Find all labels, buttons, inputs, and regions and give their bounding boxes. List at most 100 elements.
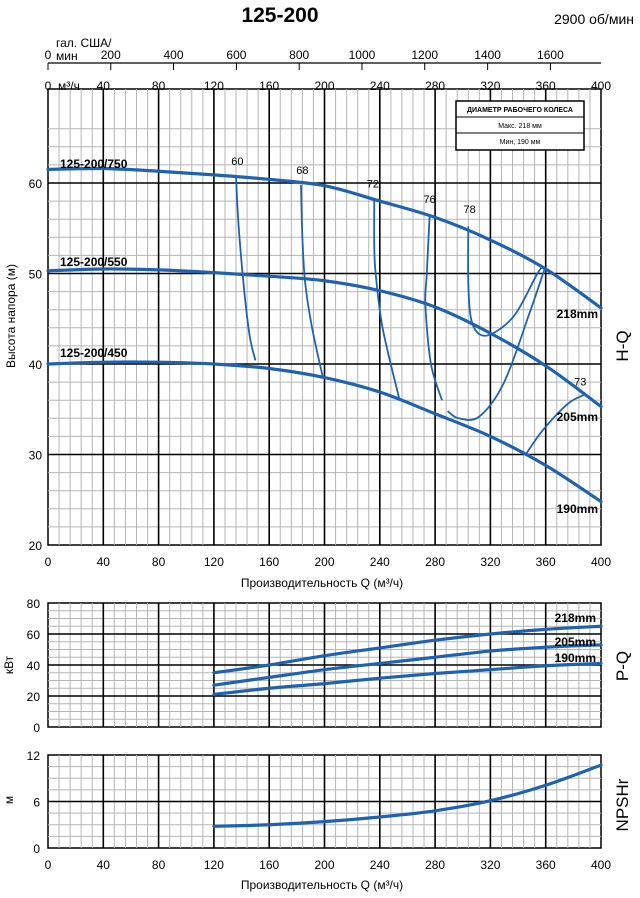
us-tick-label: 1200 [411, 48, 438, 62]
top-xtick-label: 0 [45, 79, 52, 93]
hq-xlabel: Производительность Q (м³/ч) [241, 576, 403, 590]
npsh-xlabel: Производительность Q (м³/ч) [241, 878, 403, 892]
speed-label: 2900 об/мин [554, 11, 634, 27]
efficiency-label: 60 [231, 156, 243, 168]
us-unit-label: гал. США/ [56, 36, 112, 50]
efficiency-curve-60 [235, 177, 257, 361]
curve-hq-190mm [46, 360, 603, 504]
npsh-side-label: NPSHr [613, 778, 632, 831]
us-tick-label: 1400 [474, 48, 501, 62]
hq-xtick-label: 40 [97, 555, 111, 569]
ytick-label: 60 [27, 628, 41, 642]
efficiency-curve-72 [373, 198, 401, 399]
ytick-label: 40 [27, 659, 41, 673]
ytick-label: 0 [33, 842, 40, 856]
impeller-box-title: ДИАМЕТР РАБОЧЕГО КОЛЕСА [467, 107, 573, 114]
us-tick-label: 400 [164, 48, 184, 62]
npsh-xtick-label: 200 [314, 858, 334, 872]
top-xtick-label: 240 [370, 79, 390, 93]
hq-diameter-label: 218mm [557, 307, 598, 321]
top-xtick-label: 120 [204, 79, 224, 93]
us-tick-label: 0 [45, 48, 52, 62]
us-tick-label: 800 [289, 48, 309, 62]
hq-ylabel: Высота напора (м) [4, 264, 18, 368]
npsh-xtick-label: 320 [480, 858, 500, 872]
hq-ytick-label: 30 [29, 449, 43, 463]
model-label: 125-200/750 [60, 157, 128, 171]
efficiency-label: 78 [464, 204, 476, 216]
efficiency-label: 73 [574, 377, 586, 389]
pq-side-label: P-Q [613, 651, 632, 681]
us-tick-label: 200 [101, 48, 121, 62]
curve-pq-205mm [212, 643, 603, 687]
npsh-xtick-label: 160 [259, 858, 279, 872]
npsh-xtick-label: 80 [152, 858, 166, 872]
us-tick-label: 1600 [537, 48, 564, 62]
efficiency-label: 76 [423, 194, 435, 206]
hq-ytick-label: 40 [29, 358, 43, 372]
model-label: 125-200/450 [60, 346, 128, 360]
us-tick-label: 1000 [349, 48, 376, 62]
hq-diameter-label: 190mm [557, 502, 598, 516]
top-xtick-label: 80 [152, 79, 166, 93]
efficiency-curve-78 [467, 226, 544, 337]
hq-xtick-label: 200 [314, 555, 334, 569]
hq-diameter-label: 205mm [557, 410, 598, 424]
npsh-xtick-label: 360 [536, 858, 556, 872]
top-xtick-label: 320 [480, 79, 500, 93]
npsh-xtick-label: 240 [370, 858, 390, 872]
us-tick-label: 600 [226, 48, 246, 62]
m3h-unit-label: м³/ч [58, 79, 80, 93]
top-xtick-label: 40 [97, 79, 111, 93]
pq-diameter-label: 218mm [555, 611, 596, 625]
hq-ytick-label: 50 [29, 268, 43, 282]
model-label: 125-200/550 [60, 255, 128, 269]
curve-pq-218mm [212, 624, 603, 675]
hq-ytick-label: 20 [29, 539, 43, 553]
hq-side-label: H-Q [613, 330, 632, 361]
pq-grid: 0 20 40 60 80 [27, 597, 602, 735]
top-xtick-label: 360 [536, 79, 556, 93]
ytick-label: 12 [27, 749, 41, 763]
npsh-ylabel: м [2, 796, 16, 804]
ytick-label: 0 [33, 721, 40, 735]
hq-xtick-label: 120 [204, 555, 224, 569]
efficiency-label: 72 [367, 179, 379, 191]
curve-hq-218mm [46, 166, 603, 310]
npsh-xtick-label: 40 [97, 858, 111, 872]
pq-diameter-label: 190mm [555, 651, 596, 665]
pq-diameter-label: 205mm [555, 635, 596, 649]
npsh-xtick-label: 280 [425, 858, 445, 872]
hq-xtick-label: 360 [536, 555, 556, 569]
npsh-xtick-label: 400 [591, 858, 611, 872]
hq-xtick-label: 280 [425, 555, 445, 569]
chart-title: 125-200 [241, 4, 318, 27]
top-xtick-label: 280 [425, 79, 445, 93]
hq-xtick-label: 320 [480, 555, 500, 569]
top-xtick-label: 200 [314, 79, 334, 93]
efficiency-curve-73 [446, 269, 546, 421]
hq-xtick-label: 80 [152, 555, 166, 569]
impeller-box-max: Макс. 218 мм [498, 123, 542, 130]
curve-npsh-NPSHr [212, 763, 603, 828]
top-xtick-label: 400 [591, 79, 611, 93]
efficiency-curve-76 [424, 216, 443, 401]
impeller-box-min: Мин, 190 мм [500, 139, 541, 146]
labels: 60 68 72 76 78 73 125-200/750 125-200/550 125-20… [60, 156, 598, 665]
ytick-label: 20 [27, 690, 41, 704]
npsh-xtick-label: 0 [45, 858, 52, 872]
curve-pq-190mm [212, 661, 603, 697]
efficiency-label: 68 [296, 165, 308, 177]
hq-ytick-label: 60 [29, 177, 43, 191]
hq-xtick-label: 0 [45, 555, 52, 569]
npsh-xtick-label: 120 [204, 858, 224, 872]
efficiency-curve-73 [525, 393, 585, 455]
curve-hq-205mm [46, 267, 603, 409]
hq-xtick-label: 400 [591, 555, 611, 569]
efficiency-curve-68 [300, 184, 324, 379]
ytick-label: 6 [33, 796, 40, 810]
us-unit-label-2: мин [56, 49, 78, 63]
